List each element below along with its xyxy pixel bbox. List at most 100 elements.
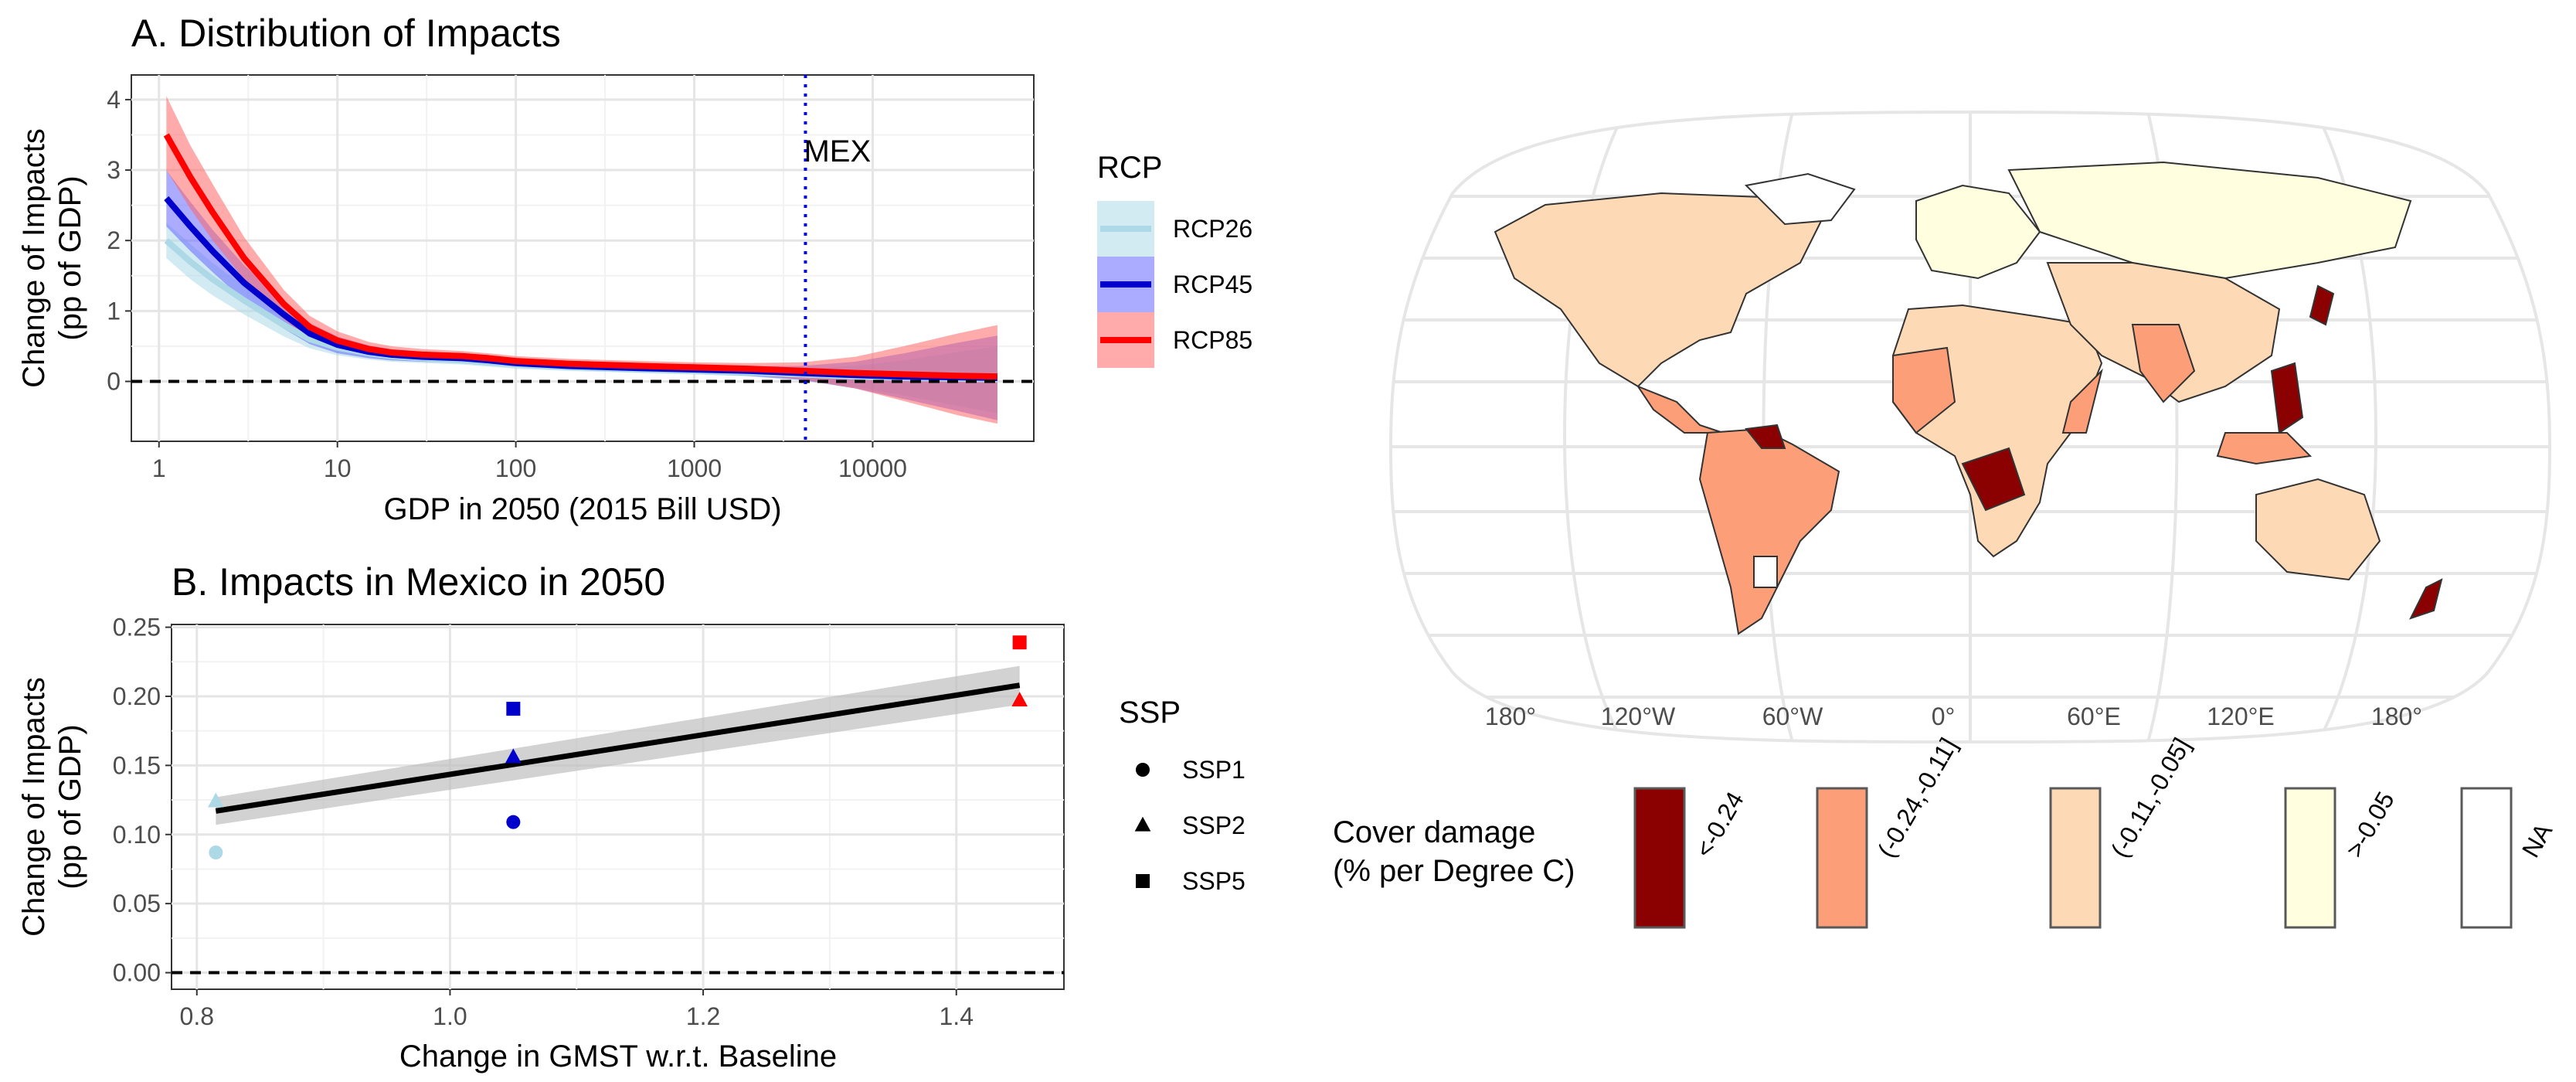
panel-b-title: B. Impacts in Mexico in 2050 bbox=[172, 560, 665, 604]
x-tick-label: 10 bbox=[324, 454, 352, 482]
panel-a-vline-label: MEX bbox=[804, 134, 871, 168]
x-tick-label: 10000 bbox=[838, 454, 907, 482]
region-greenland bbox=[1744, 172, 1856, 226]
map-legend-key-0 bbox=[1633, 787, 1686, 929]
map-legend-key-2 bbox=[2049, 787, 2102, 929]
region-japan bbox=[2309, 284, 2335, 326]
legend-label-ssp5: SSP5 bbox=[1182, 867, 1246, 895]
panel-b-regression bbox=[215, 665, 1021, 825]
map-longitude-label: 60°E bbox=[2067, 703, 2121, 730]
ssp-legend-title: SSP bbox=[1119, 696, 1181, 730]
y-tick-label: 4 bbox=[107, 86, 121, 114]
panel-b-points bbox=[207, 635, 1028, 859]
x-tick-label: 0.8 bbox=[180, 1002, 214, 1030]
panel-a-x-ticks: 1 10 100 1000 10000 bbox=[152, 441, 907, 482]
map-legend-label-4: NA bbox=[2517, 818, 2558, 862]
x-tick-label: 1.4 bbox=[940, 1002, 974, 1030]
legend-label-rcp45: RCP45 bbox=[1173, 270, 1252, 298]
map-legend: <-0.24 (-0.24,-0.11] (-0.11,-0.05] >-0.05 NA bbox=[1633, 733, 2558, 929]
map-legend-title-line2: (% per Degree C) bbox=[1333, 854, 1575, 888]
regression-confidence-band bbox=[216, 665, 1020, 825]
map-longitude-labels: 180° 120°W 60°W 0° 60°E 120°E 180° bbox=[1485, 703, 2422, 730]
legend-key-ssp1 bbox=[1136, 763, 1150, 777]
region-australia bbox=[2255, 478, 2381, 581]
y-tick-label: 1 bbox=[107, 297, 121, 325]
map-legend-label-0: <-0.24 bbox=[1690, 787, 1749, 862]
panel-a-y-ticks: 0 1 2 3 4 bbox=[107, 86, 131, 396]
panel-a-title: A. Distribution of Impacts bbox=[131, 12, 561, 55]
panel-b-gridlines bbox=[172, 624, 1064, 989]
legend-label-rcp26: RCP26 bbox=[1173, 215, 1252, 243]
panel-b-x-ticks: 0.8 1.0 1.2 1.4 bbox=[180, 989, 974, 1030]
x-tick-label: 1.2 bbox=[686, 1002, 720, 1030]
region-venezuela bbox=[1745, 424, 1786, 449]
panel-b-y-axis-title-line2: (pp of GDP) bbox=[53, 724, 87, 889]
region-angola bbox=[1961, 447, 2026, 512]
band-rcp45 bbox=[166, 170, 997, 420]
map-legend-title-line1: Cover damage bbox=[1333, 815, 1535, 849]
y-tick-label: 0 bbox=[107, 368, 121, 396]
x-tick-label: 100 bbox=[495, 454, 536, 482]
region-north-america bbox=[1494, 192, 1825, 388]
region-south-asia bbox=[2131, 324, 2196, 403]
legend-label-ssp1: SSP1 bbox=[1182, 756, 1246, 784]
map-legend-key-4 bbox=[2460, 787, 2513, 929]
world-map: 180° 120°W 60°W 0° 60°E 120°E 180° bbox=[1388, 110, 2552, 743]
map-longitude-label: 180° bbox=[2371, 703, 2422, 730]
data-point-triangle bbox=[505, 748, 522, 764]
map-longitude-label: 120°W bbox=[1601, 703, 1676, 730]
y-tick-label: 2 bbox=[107, 226, 121, 254]
line-rcp85 bbox=[163, 133, 997, 380]
region-argentina bbox=[1753, 556, 1778, 588]
rcp-legend: RCP26 RCP45 RCP85 bbox=[1097, 201, 1252, 368]
region-west-africa bbox=[1892, 346, 1956, 434]
panel-b-x-axis-title: Change in GMST w.r.t. Baseline bbox=[399, 1039, 837, 1073]
panel-b-y-axis-title-line1: Change of Impacts bbox=[17, 677, 51, 937]
x-tick-label: 1 bbox=[152, 454, 166, 482]
panel-a-y-axis-title-line1: Change of Impacts bbox=[17, 128, 51, 388]
legend-label-rcp85: RCP85 bbox=[1173, 326, 1252, 354]
x-tick-label: 1.0 bbox=[433, 1002, 467, 1030]
ssp-legend: SSP1 SSP2 SSP5 bbox=[1134, 756, 1246, 895]
data-point-circle bbox=[209, 846, 223, 859]
panel-a-confidence-bands bbox=[166, 96, 997, 424]
panel-a-x-axis-title: GDP in 2050 (2015 Bill USD) bbox=[383, 492, 781, 526]
map-legend-key-3 bbox=[2284, 787, 2336, 929]
legend-key-ssp2 bbox=[1134, 816, 1151, 832]
region-indonesia bbox=[2216, 432, 2313, 465]
regression-line bbox=[215, 682, 1021, 814]
y-tick-label: 0.20 bbox=[113, 682, 161, 710]
y-tick-label: 0.00 bbox=[113, 959, 161, 987]
panel-b-y-ticks: 0.00 0.05 0.10 0.15 0.20 0.25 bbox=[113, 614, 172, 987]
region-europe bbox=[1915, 184, 2041, 280]
map-legend-label-1: (-0.24,-0.11] bbox=[1872, 733, 1963, 863]
map-legend-label-2: (-0.11,-0.05] bbox=[2105, 733, 2196, 863]
data-point-triangle bbox=[207, 792, 224, 808]
y-tick-label: 3 bbox=[107, 156, 121, 184]
panel-a-series-lines bbox=[163, 133, 997, 383]
legend-key-ssp5 bbox=[1136, 874, 1150, 888]
region-new-zealand bbox=[2409, 578, 2443, 620]
data-point-circle bbox=[506, 815, 521, 829]
panel-a-reference-lines bbox=[131, 75, 1034, 441]
region-philippines bbox=[2270, 362, 2304, 434]
map-longitude-label: 60°W bbox=[1762, 703, 1823, 730]
data-point-triangle bbox=[1011, 692, 1028, 706]
panel-a-y-axis-title-line2: (pp of GDP) bbox=[53, 175, 87, 340]
y-tick-label: 0.10 bbox=[113, 821, 161, 849]
data-point-square bbox=[1012, 635, 1027, 650]
y-tick-label: 0.15 bbox=[113, 751, 161, 779]
rcp-legend-title: RCP bbox=[1097, 151, 1162, 185]
map-legend-key-1 bbox=[1816, 787, 1868, 929]
data-point-square bbox=[506, 702, 521, 716]
map-longitude-label: 120°E bbox=[2207, 703, 2275, 730]
y-tick-label: 0.05 bbox=[113, 890, 161, 917]
y-tick-label: 0.25 bbox=[113, 614, 161, 641]
x-tick-label: 1000 bbox=[667, 454, 722, 482]
map-longitude-label: 0° bbox=[1932, 703, 1956, 730]
map-longitude-label: 180° bbox=[1485, 703, 1536, 730]
map-legend-label-3: >-0.05 bbox=[2340, 787, 2400, 862]
band-rcp85 bbox=[166, 96, 997, 424]
legend-label-ssp2: SSP2 bbox=[1182, 812, 1246, 839]
